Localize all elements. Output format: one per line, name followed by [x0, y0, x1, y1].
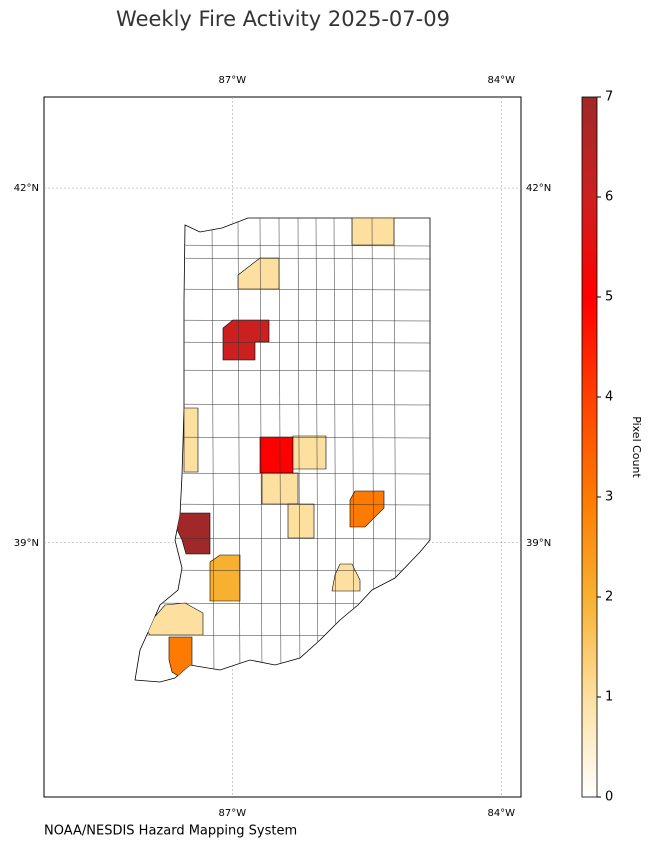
county-line [297, 218, 301, 681]
county-line [237, 218, 241, 681]
colorbar-tick-label: 4 [605, 390, 613, 405]
lon-label: 87°W [218, 808, 246, 819]
lat-label: 42°N [526, 183, 551, 194]
lon-label: 84°W [487, 808, 515, 819]
lat-label: 39°N [14, 538, 39, 549]
credit: NOAA/NESDIS Hazard Mapping System [44, 824, 297, 839]
fire-county [349, 490, 385, 528]
colorbar-tick-label: 3 [605, 490, 613, 505]
colorbar-tick-label: 6 [605, 190, 613, 205]
county-line [211, 218, 215, 681]
fire-county [287, 503, 315, 539]
lon-label: 84°W [487, 75, 515, 86]
colorbar-tick-label: 1 [605, 690, 613, 705]
fire-county [292, 435, 327, 470]
fire-county [222, 319, 270, 361]
colorbar-tick-label: 2 [605, 590, 613, 605]
colorbar-tick-label: 7 [605, 90, 613, 105]
fire-county [259, 436, 294, 474]
lon-label: 87°W [218, 75, 246, 86]
colorbar-tick-label: 5 [605, 290, 613, 305]
county-line [315, 218, 319, 681]
county-line [278, 218, 282, 681]
lat-label: 39°N [526, 538, 551, 549]
fire-county [183, 407, 199, 473]
colorbar-tick-label: 0 [605, 790, 613, 805]
county-line [259, 218, 263, 681]
county-line [333, 218, 337, 681]
county-line [351, 218, 355, 681]
county-line [135, 537, 430, 540]
fire-county [351, 218, 395, 246]
fire-county [168, 636, 193, 678]
counties [144, 218, 395, 678]
colorbar-label: Pixel Count [630, 416, 643, 478]
map-frame [43, 96, 522, 798]
title: Weekly Fire Activity 2025-07-09 [116, 7, 450, 31]
fire-county [209, 554, 241, 602]
lat-label: 42°N [14, 183, 39, 194]
colorbar [581, 96, 598, 798]
